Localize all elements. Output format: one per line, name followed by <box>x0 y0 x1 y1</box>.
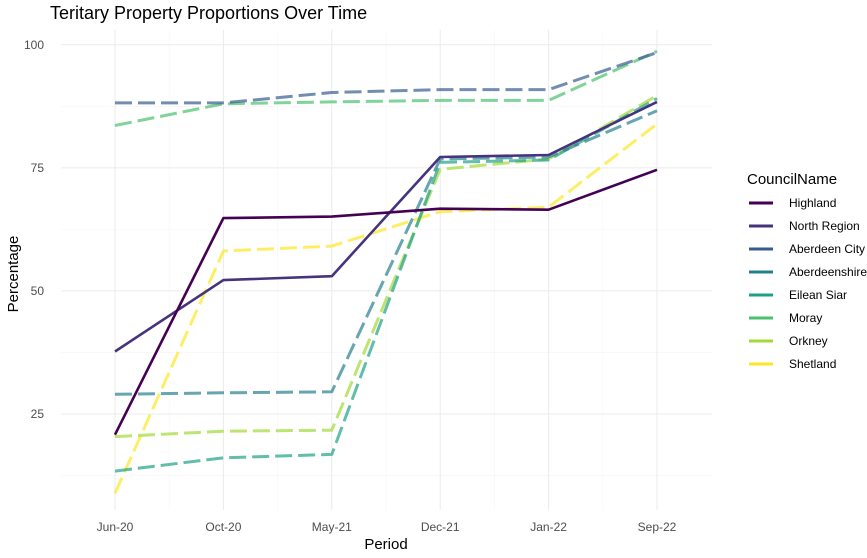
legend-label: Moray <box>789 311 822 325</box>
y-tick-label: 75 <box>31 161 45 175</box>
chart-title: Teritary Property Proportions Over Time <box>50 3 367 23</box>
legend-label: Eilean Siar <box>789 288 847 302</box>
plot-area: 25 50 75 100 Jun-20 Oct-20 May-21 Dec-21 Jan-22 S… <box>24 30 712 534</box>
x-tick-label: May-21 <box>312 520 352 534</box>
legend-title: CouncilName <box>747 171 837 188</box>
series-line-north-region <box>114 100 658 353</box>
series-line-aberdeen-city <box>115 51 658 105</box>
x-tick-label: Dec-21 <box>421 520 460 534</box>
y-tick-label: 25 <box>31 407 45 421</box>
legend-label: Highland <box>789 196 836 210</box>
series-line-highland <box>113 168 658 436</box>
legend-label: North Region <box>789 219 860 233</box>
legend-label: Shetland <box>789 357 836 371</box>
x-tick-label: Jan-22 <box>530 520 567 534</box>
x-axis-title: Period <box>364 536 407 553</box>
series-line-moray <box>114 49 658 127</box>
y-tick-label: 50 <box>31 284 45 298</box>
legend: CouncilName Highland North Region Aberdeen… <box>747 171 867 371</box>
x-tick-label: Sep-22 <box>638 520 677 534</box>
legend-label: Orkney <box>789 334 828 348</box>
legend-label: Aberdeen City <box>789 242 865 256</box>
x-tick-label: Oct-20 <box>205 520 241 534</box>
y-tick-label: 100 <box>24 38 44 52</box>
series-line-aberdeenshire <box>114 109 658 396</box>
x-tick-label: Jun-20 <box>97 520 134 534</box>
legend-label: Aberdeenshire <box>789 265 867 279</box>
y-axis-title: Percentage <box>5 236 22 313</box>
